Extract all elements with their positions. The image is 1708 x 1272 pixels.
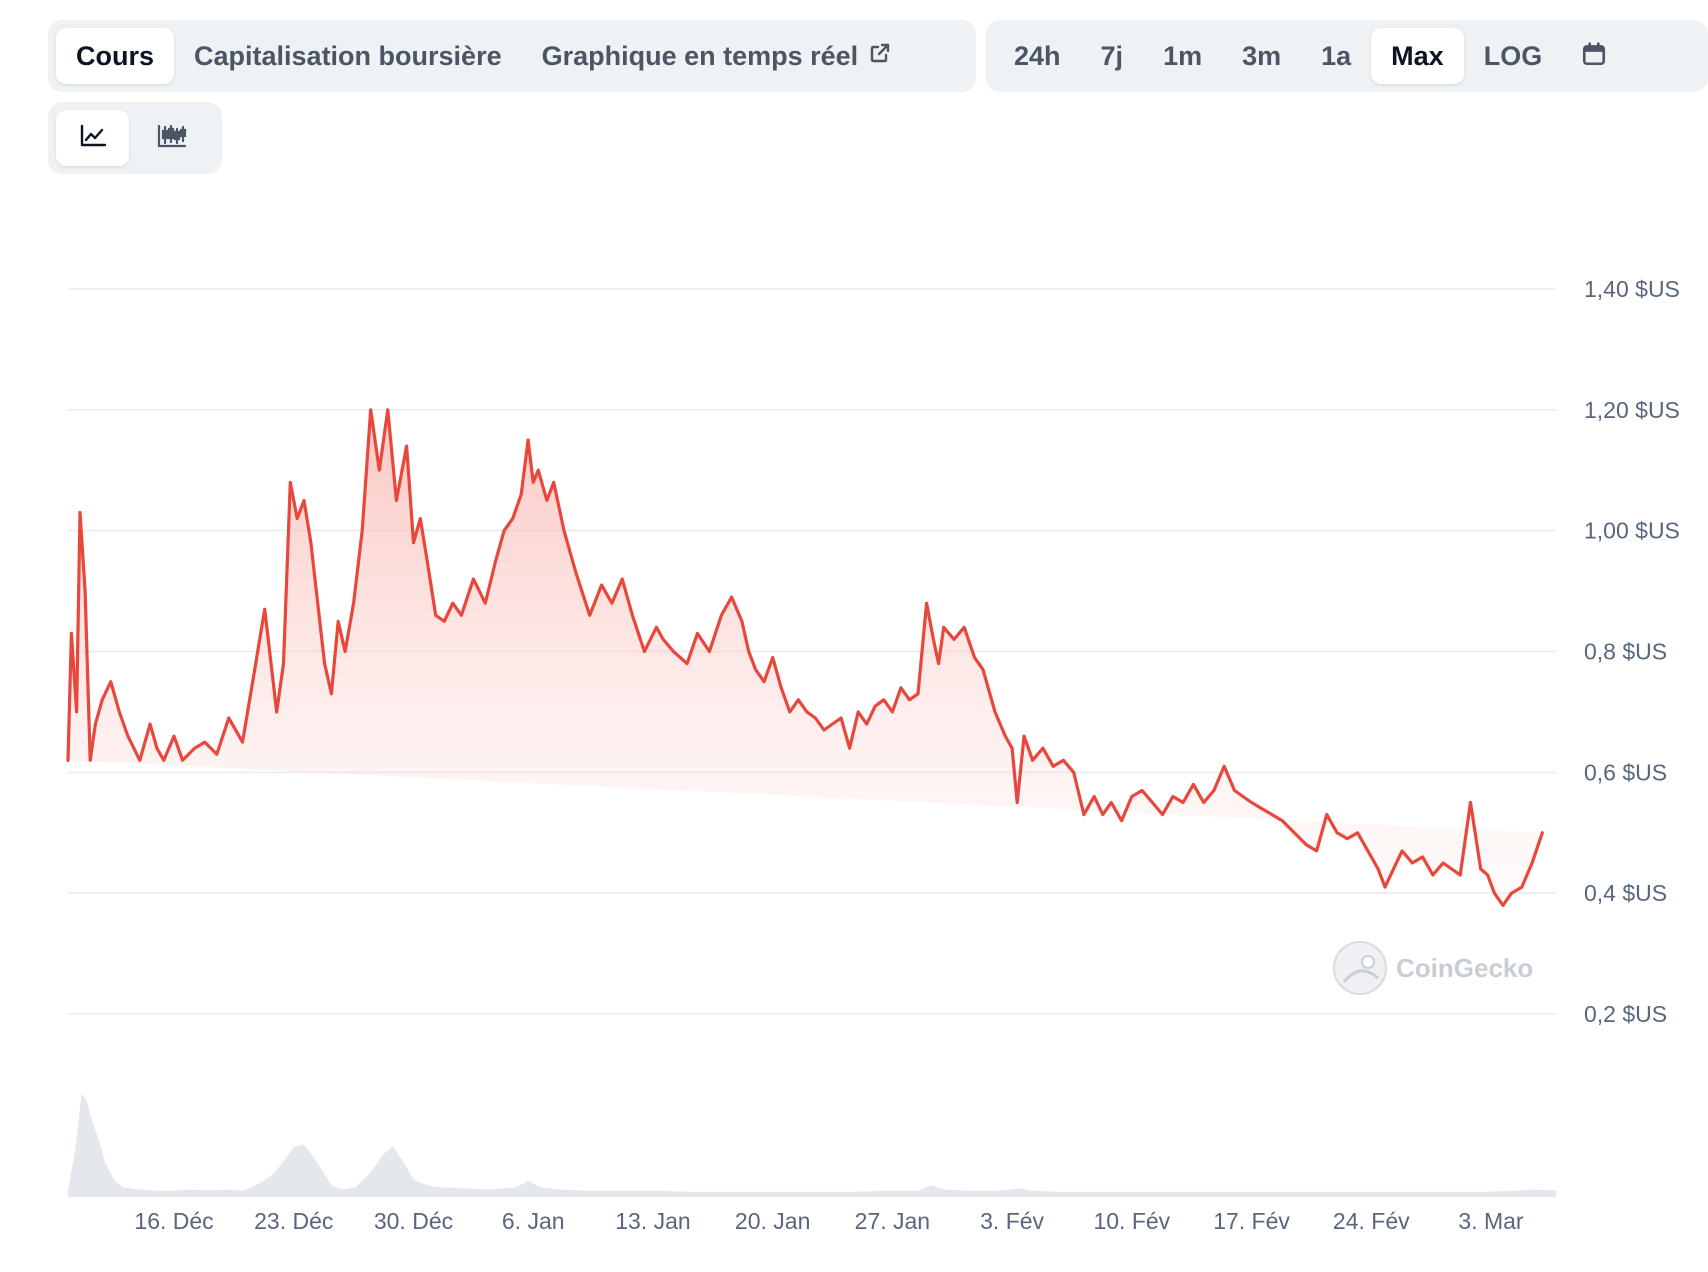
price-line [66, 408, 1544, 907]
x-tick-label: 17. Fév [1213, 1208, 1290, 1234]
y-tick-label: 1,00 $US [1584, 518, 1680, 544]
y-tick-label: 0,2 $US [1584, 1001, 1667, 1027]
x-tick-label: 6. Jan [502, 1208, 565, 1234]
line-chart-button[interactable] [56, 110, 129, 166]
calendar-button[interactable] [1564, 28, 1624, 84]
external-link-icon [868, 41, 892, 72]
tab-cours[interactable]: Cours [56, 28, 175, 84]
y-axis-labels: 1,40 $US 1,20 $US 1,00 $US 0,8 $US 0,6 $US 0,… [1584, 276, 1680, 1027]
range-3m[interactable]: 3m [1242, 40, 1282, 71]
watermark-text: CoinGecko [1396, 953, 1533, 983]
x-tick-label: 23. Déc [254, 1208, 333, 1234]
x-tick-label: 13. Jan [615, 1208, 690, 1234]
chart-type-toggle [48, 102, 222, 174]
x-tick-label: 3. Fév [980, 1208, 1044, 1234]
x-tick-label: 16. Déc [134, 1208, 213, 1234]
range-tab-group: 24h 7j 1m 3m 1a Max LOG [986, 20, 1708, 92]
price-series-line [66, 408, 1544, 907]
y-tick-label: 0,4 $US [1584, 880, 1667, 906]
range-max[interactable]: Max [1371, 28, 1464, 84]
tab-live-chart-label: Graphique en temps réel [541, 40, 859, 71]
y-tick-label: 1,20 $US [1584, 397, 1680, 423]
range-list: 24h 7j 1m 3m 1a Max LOG [994, 28, 1562, 84]
volume-area [68, 1093, 1556, 1197]
x-tick-label: 20. Jan [735, 1208, 810, 1234]
candlestick-button[interactable] [135, 110, 208, 166]
x-tick-label: 10. Fév [1093, 1208, 1170, 1234]
y-tick-label: 0,6 $US [1584, 759, 1667, 785]
tab-live-chart[interactable]: Graphique en temps réel [522, 28, 913, 84]
x-tick-label: 27. Jan [855, 1208, 930, 1234]
calendar-icon [1581, 41, 1607, 72]
range-1m[interactable]: 1m [1163, 40, 1203, 71]
x-tick-label: 24. Fév [1333, 1208, 1410, 1234]
price-area-fill [68, 409, 1543, 906]
price-area [68, 409, 1543, 906]
x-tick-label: 3. Mar [1458, 1208, 1524, 1234]
y-tick-label: 0,8 $US [1584, 639, 1667, 665]
line-chart-icon [79, 124, 107, 153]
range-24h[interactable]: 24h [1014, 40, 1061, 71]
range-7j[interactable]: 7j [1100, 40, 1124, 71]
chart-tab-group: Cours Capitalisation boursière Graphique… [48, 20, 976, 92]
range-1a[interactable]: 1a [1321, 40, 1352, 71]
x-axis-labels: 16. Déc 23. Déc 30. Déc 6. Jan 13. Jan 20. Ja… [134, 1208, 1524, 1234]
volume-shape [68, 1093, 1556, 1196]
tab-market-cap[interactable]: Capitalisation boursière [194, 40, 502, 71]
x-tick-label: 30. Déc [374, 1208, 453, 1234]
y-tick-label: 1,40 $US [1584, 276, 1680, 302]
coingecko-logo-icon [1333, 941, 1387, 995]
range-log[interactable]: LOG [1483, 40, 1543, 71]
candlestick-icon [157, 123, 187, 154]
watermark: CoinGecko [1333, 941, 1533, 995]
